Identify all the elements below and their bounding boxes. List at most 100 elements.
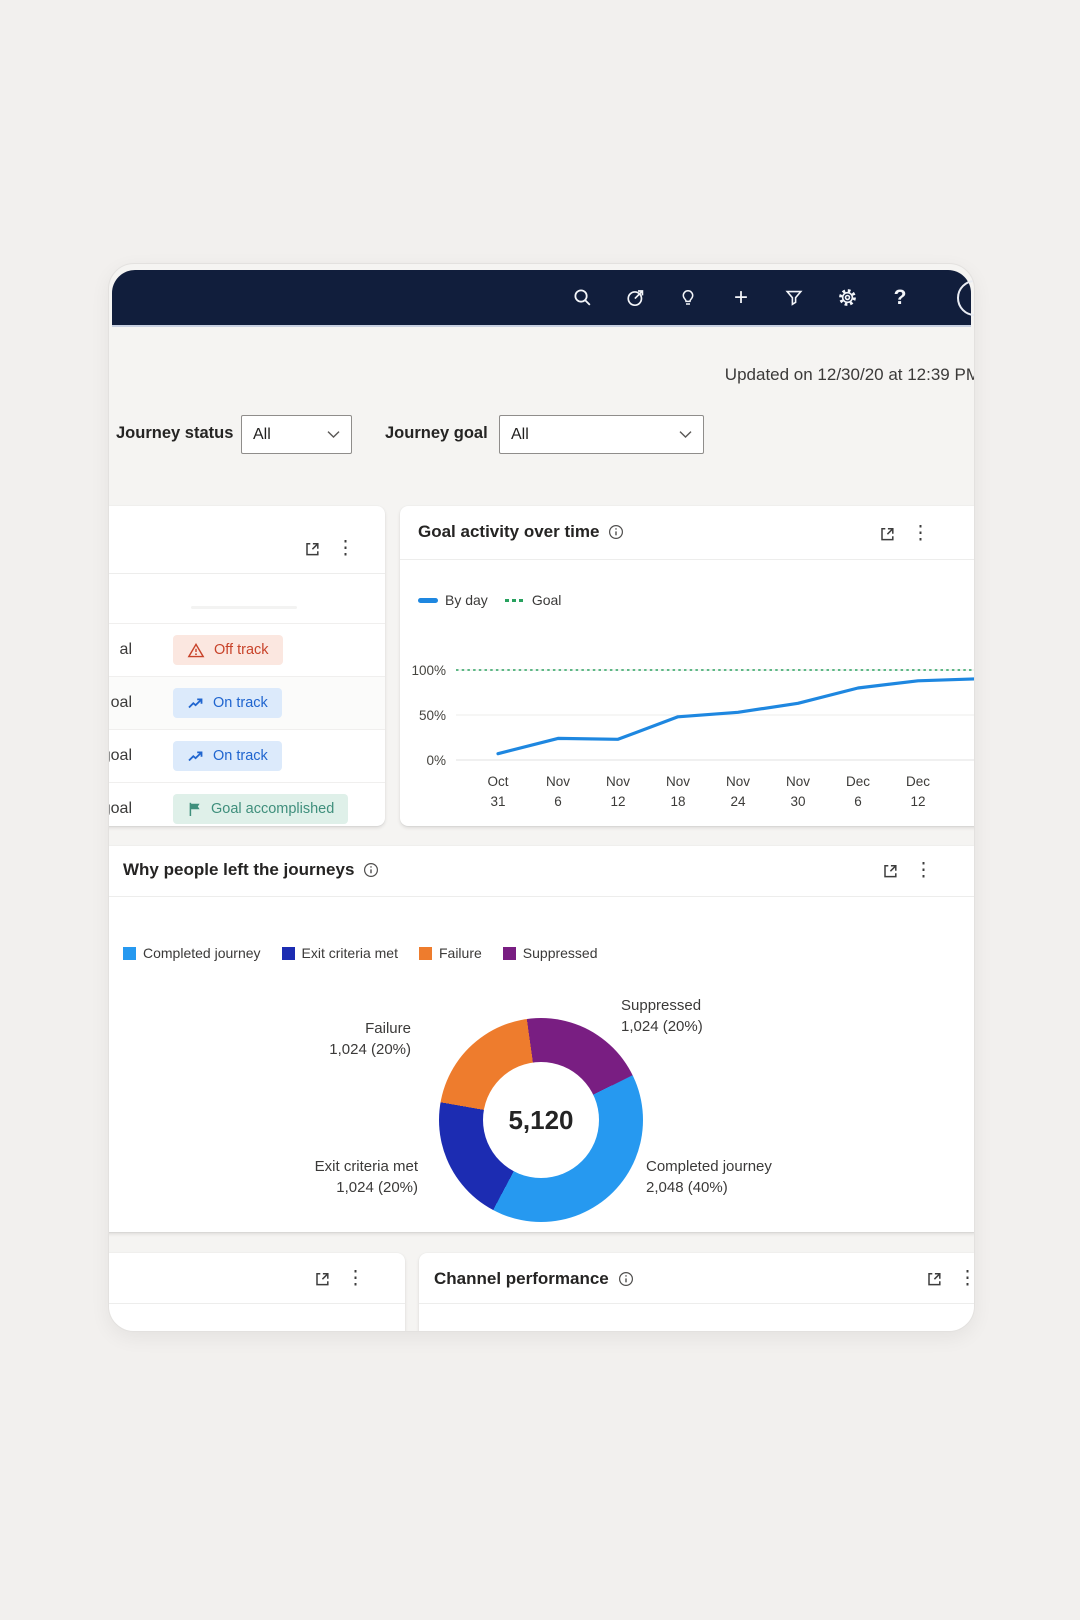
legend-label: Failure: [438, 945, 482, 961]
status-text: Goal accomplished: [211, 801, 335, 817]
exit-reasons-donut-chart[interactable]: 5,120: [439, 1018, 643, 1222]
goal-name-truncated: goal: [109, 800, 132, 817]
goal-row[interactable]: goal On track: [109, 729, 385, 782]
compass-arrow-icon[interactable]: [620, 283, 650, 313]
legend-label: Suppressed: [522, 945, 598, 961]
callout-label: Failure: [365, 1020, 411, 1037]
goal-name-truncated: al: [119, 641, 132, 658]
goal-row[interactable]: al Off track: [109, 623, 385, 676]
journey-status-value: All: [253, 425, 271, 443]
avatar[interactable]: [957, 279, 974, 316]
callout-label: Suppressed: [621, 997, 702, 1014]
dashboard-frame: + ? Updated on 12/30/20 at 12:39 PM Jour…: [108, 263, 975, 1332]
card-title: Channel performance: [434, 1269, 609, 1288]
goal-swatch: [504, 598, 525, 602]
callout-failure: Failure 1,024 (20%): [211, 1018, 411, 1060]
legend-label: By day: [445, 592, 488, 608]
last-updated-text: Updated on 12/30/20 at 12:39 PM: [724, 365, 975, 384]
settings-gear-icon[interactable]: [832, 283, 862, 313]
chevron-down-icon: [679, 426, 692, 444]
legend-item-exit-criteria: Exit criteria met: [281, 945, 398, 961]
placeholder-line: [191, 606, 297, 609]
callout-value: 2,048 (40%): [646, 1179, 728, 1196]
card-title: Why people left the journeys: [123, 860, 355, 879]
legend-item-failure: Failure: [418, 945, 482, 961]
callout-exit-criteria: Exit criteria met 1,024 (20%): [218, 1156, 418, 1198]
goal-row[interactable]: oal On track: [109, 676, 385, 729]
journey-goal-label: Journey goal: [385, 424, 488, 442]
chevron-down-icon: [327, 426, 340, 444]
help-icon[interactable]: ?: [893, 286, 907, 309]
more-options-icon[interactable]: ⋮: [336, 538, 355, 559]
info-icon[interactable]: [608, 524, 624, 540]
donut-legend: Completed journey Exit criteria met Fail…: [123, 945, 598, 961]
status-badge-goal-accomplished: Goal accomplished: [173, 794, 349, 824]
add-icon[interactable]: +: [733, 283, 748, 311]
more-options-icon[interactable]: ⋮: [958, 1269, 974, 1288]
trend-up-icon: [187, 749, 204, 763]
enlarge-card-icon[interactable]: [312, 1269, 331, 1288]
journey-status-dropdown[interactable]: All: [241, 415, 352, 454]
enlarge-card-icon[interactable]: [302, 539, 321, 558]
goal-row[interactable]: goal Goal accomplished: [109, 782, 385, 826]
callout-value: 1,024 (20%): [621, 1018, 703, 1035]
legend-label: Completed journey: [143, 945, 261, 961]
callout-value: 1,024 (20%): [329, 1041, 411, 1058]
legend-item-goal: Goal: [504, 592, 562, 608]
goal-name-truncated: oal: [110, 694, 132, 711]
legend-label: Goal: [531, 592, 562, 608]
exit-reasons-card: Why people left the journeys ⋮ Completed…: [109, 846, 974, 1232]
exit-criteria-swatch: [281, 946, 295, 960]
info-icon[interactable]: [363, 862, 379, 878]
donut-center: 5,120: [483, 1062, 599, 1178]
enlarge-card-icon[interactable]: [924, 1269, 943, 1288]
enlarge-card-icon[interactable]: [880, 861, 899, 880]
more-options-icon[interactable]: ⋮: [911, 523, 930, 544]
line-chart-legend: By day Goal: [418, 592, 561, 608]
svg-text:50%: 50%: [419, 708, 446, 723]
filter-icon[interactable]: [779, 283, 809, 313]
lightbulb-icon[interactable]: [673, 283, 703, 313]
callout-completed-journey: Completed journey 2,048 (40%): [646, 1156, 772, 1198]
status-badge-on-track: On track: [173, 741, 282, 771]
status-text: On track: [213, 695, 268, 711]
journey-status-label: Journey status: [116, 424, 234, 442]
failure-swatch: [418, 946, 432, 960]
svg-text:0%: 0%: [426, 753, 446, 768]
channel-performance-card: Channel performance ⋮: [419, 1253, 974, 1331]
callout-suppressed: Suppressed 1,024 (20%): [621, 995, 703, 1037]
more-options-icon[interactable]: ⋮: [914, 860, 933, 881]
goal-activity-card: Goal activity over time ⋮ By day: [400, 506, 974, 826]
status-text: Off track: [214, 642, 269, 658]
callout-label: Exit criteria met: [314, 1158, 418, 1175]
journey-goal-dropdown[interactable]: All: [499, 415, 704, 454]
donut-total-value: 5,120: [508, 1104, 574, 1135]
suppressed-swatch: [502, 946, 516, 960]
goal-name-truncated: goal: [109, 747, 132, 764]
status-badge-off-track: Off track: [173, 635, 283, 665]
legend-item-suppressed: Suppressed: [502, 945, 598, 961]
top-bar-icon-group: + ?: [567, 270, 915, 325]
callout-value: 1,024 (20%): [336, 1179, 418, 1196]
info-icon[interactable]: [618, 1271, 634, 1287]
bottom-left-card: ⋮: [109, 1253, 405, 1331]
by-day-swatch: [418, 597, 438, 603]
search-icon[interactable]: [567, 283, 597, 313]
journey-goal-value: All: [511, 425, 529, 443]
legend-label: Exit criteria met: [301, 945, 398, 961]
svg-text:100%: 100%: [411, 663, 446, 678]
enlarge-card-icon[interactable]: [877, 524, 896, 543]
goal-activity-line-chart: 100% 50% 0% Oct 31 Nov 6 Nov 12 Nov 18 Nov 24 Nov 30 De…: [411, 663, 974, 809]
legend-item-completed: Completed journey: [123, 945, 261, 961]
app-top-bar: + ?: [112, 270, 974, 327]
warning-triangle-icon: [187, 642, 205, 659]
more-options-icon[interactable]: ⋮: [346, 1268, 365, 1289]
card-title: Goal activity over time: [418, 522, 600, 541]
legend-item-by-day: By day: [418, 592, 488, 608]
